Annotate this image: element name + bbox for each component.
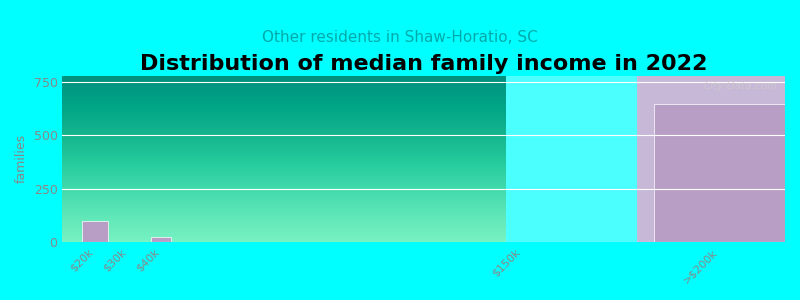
Text: City-Data.com: City-Data.com bbox=[704, 81, 778, 91]
Title: Distribution of median family income in 2022: Distribution of median family income in … bbox=[140, 54, 707, 74]
Bar bbox=[82, 221, 108, 242]
Y-axis label: families: families bbox=[15, 134, 28, 183]
Bar bbox=[637, 76, 785, 242]
Bar bbox=[151, 237, 171, 242]
Text: Other residents in Shaw-Horatio, SC: Other residents in Shaw-Horatio, SC bbox=[262, 30, 538, 45]
Bar bbox=[654, 104, 785, 242]
Bar bbox=[506, 76, 637, 242]
